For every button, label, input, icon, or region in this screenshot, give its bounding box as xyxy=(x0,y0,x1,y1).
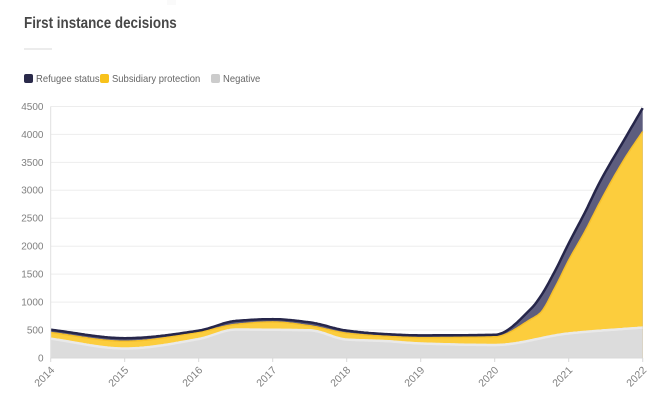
svg-text:2017: 2017 xyxy=(254,364,279,389)
svg-text:2000: 2000 xyxy=(21,242,44,253)
svg-text:2014: 2014 xyxy=(32,364,57,389)
svg-text:3000: 3000 xyxy=(21,186,44,197)
svg-text:3500: 3500 xyxy=(21,158,44,169)
svg-text:4500: 4500 xyxy=(21,102,44,113)
svg-text:4000: 4000 xyxy=(21,130,44,141)
svg-text:500: 500 xyxy=(27,325,44,336)
svg-text:2016: 2016 xyxy=(180,364,205,389)
svg-text:2018: 2018 xyxy=(328,364,353,389)
svg-text:0: 0 xyxy=(38,353,44,364)
svg-text:2019: 2019 xyxy=(402,364,427,389)
svg-text:2015: 2015 xyxy=(106,364,131,389)
svg-text:2022: 2022 xyxy=(624,364,649,389)
svg-text:1500: 1500 xyxy=(21,270,44,281)
svg-text:2020: 2020 xyxy=(476,364,501,389)
svg-text:2500: 2500 xyxy=(21,214,44,225)
svg-text:1000: 1000 xyxy=(21,298,44,309)
svg-text:2021: 2021 xyxy=(550,364,575,389)
